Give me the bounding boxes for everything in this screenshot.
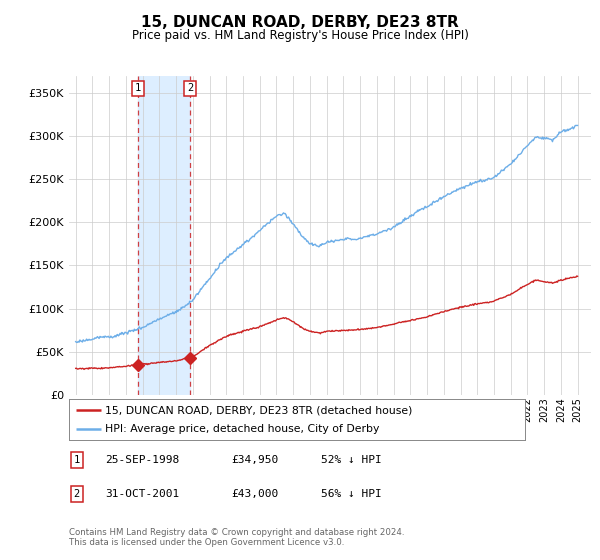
Text: 15, DUNCAN ROAD, DERBY, DE23 8TR (detached house): 15, DUNCAN ROAD, DERBY, DE23 8TR (detach…	[106, 405, 413, 415]
Text: 25-SEP-1998: 25-SEP-1998	[105, 455, 179, 465]
Text: 1: 1	[74, 455, 80, 465]
Text: 2: 2	[187, 83, 193, 94]
Bar	[138, 76, 190, 395]
Text: 31-OCT-2001: 31-OCT-2001	[105, 489, 179, 499]
Text: £43,000: £43,000	[231, 489, 278, 499]
Text: 1: 1	[135, 83, 141, 94]
Text: HPI: Average price, detached house, City of Derby: HPI: Average price, detached house, City…	[106, 424, 380, 433]
Text: 52% ↓ HPI: 52% ↓ HPI	[321, 455, 382, 465]
Text: Contains HM Land Registry data © Crown copyright and database right 2024.
This d: Contains HM Land Registry data © Crown c…	[69, 528, 404, 547]
Text: Price paid vs. HM Land Registry's House Price Index (HPI): Price paid vs. HM Land Registry's House …	[131, 29, 469, 42]
Text: £34,950: £34,950	[231, 455, 278, 465]
Text: 15, DUNCAN ROAD, DERBY, DE23 8TR: 15, DUNCAN ROAD, DERBY, DE23 8TR	[141, 15, 459, 30]
Text: 56% ↓ HPI: 56% ↓ HPI	[321, 489, 382, 499]
Text: 2: 2	[74, 489, 80, 499]
